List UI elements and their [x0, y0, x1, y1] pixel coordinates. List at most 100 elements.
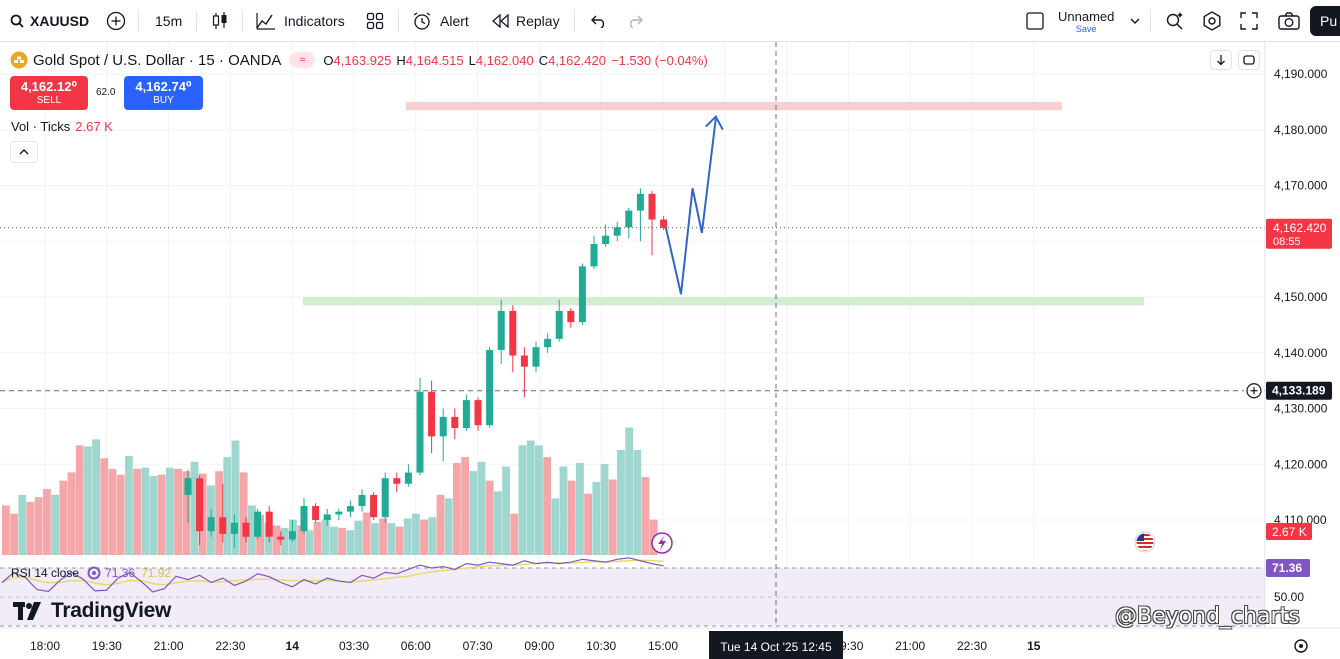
price-axis[interactable]: 4,190.0004,180.0004,170.0004,160.0004,15… [1264, 42, 1340, 628]
rsi-level-label: 50.00 [1274, 590, 1304, 604]
sell-button[interactable]: 4,162.12⁰ SELL [10, 76, 88, 110]
time-tick-label: 15 [1027, 639, 1041, 653]
volume-bar [51, 494, 59, 555]
quick-search-button[interactable] [1164, 0, 1186, 42]
projection-arrowhead [705, 114, 724, 131]
symbol-name: XAUUSD [30, 13, 90, 29]
publish-label: Pu [1320, 13, 1338, 29]
candle-body [625, 210, 633, 228]
symbol-search-button[interactable]: XAUUSD [10, 0, 89, 42]
publish-button[interactable]: Pu [1310, 6, 1340, 36]
fullscreen-icon [1240, 12, 1258, 30]
volume-bar [272, 525, 281, 555]
arrow-down-icon [1216, 54, 1226, 66]
snapshot-button[interactable] [1278, 0, 1300, 42]
templates-button[interactable] [366, 0, 384, 42]
volume-value: 2.67 K [75, 119, 113, 134]
volume-bar [526, 440, 535, 555]
candle-body [312, 506, 320, 520]
toolbar-divider [196, 10, 197, 32]
volume-legend[interactable]: Vol · Ticks 2.67 K [11, 119, 113, 134]
rsi-badge-label: 71.36 [1272, 561, 1302, 575]
candle-body [184, 478, 192, 495]
volume-bar [330, 526, 338, 555]
volume-bar [157, 474, 166, 555]
layout-menu-button[interactable] [1129, 0, 1141, 42]
redo-icon [626, 14, 644, 28]
indicators-button[interactable]: Indicators [256, 0, 345, 42]
candle-body [416, 391, 424, 473]
buy-button[interactable]: 4,162.74⁰ BUY [124, 76, 203, 110]
gear-icon [1202, 11, 1222, 31]
volume-bar [34, 497, 43, 555]
candle-body [509, 310, 517, 356]
volume-bar [18, 494, 27, 555]
watermark-text: @Beyond_charts [1115, 604, 1300, 629]
volume-bar [576, 462, 584, 555]
layout-checkbox[interactable] [1026, 0, 1044, 42]
redo-button[interactable] [626, 0, 644, 42]
toolbar-divider [1150, 10, 1151, 32]
chart-canvas[interactable]: 4,190.0004,180.0004,170.0004,160.0004,15… [0, 42, 1340, 659]
volume-bars [2, 427, 658, 555]
crosshair [0, 42, 1265, 628]
axis-settings-ring [1294, 639, 1308, 653]
volume-bar [592, 481, 601, 555]
candle-body [590, 244, 598, 267]
chevron-up-icon [18, 148, 30, 156]
volume-bar [379, 518, 387, 555]
candle-body [265, 511, 273, 537]
fullscreen-button[interactable] [1240, 0, 1258, 42]
layout-name-button[interactable]: Unnamed Save [1058, 0, 1114, 42]
tradingview-logo-icon [13, 602, 45, 620]
rsi-guide-lines [0, 567, 1265, 627]
volume-bar [264, 523, 273, 555]
candle-body [439, 416, 447, 437]
series-legend: Gold Spot / U.S. Dollar · 15 · OANDA ≈ O… [10, 51, 713, 69]
series-title[interactable]: Gold Spot / U.S. Dollar · 15 · OANDA [33, 51, 282, 69]
volume-bar [567, 480, 576, 555]
market-status-badge[interactable]: ≈ [289, 52, 316, 68]
time-tick-label: 14 [286, 639, 300, 653]
time-tick-label: 22:30 [957, 639, 987, 653]
candle-body [520, 355, 528, 367]
low-label: L [468, 52, 476, 68]
tradingview-logo[interactable]: TradingView [13, 599, 171, 623]
settings-button[interactable] [1202, 0, 1222, 42]
zones [303, 101, 1144, 306]
volume-bar [59, 480, 68, 555]
candle-body [335, 511, 343, 515]
compare-button[interactable] [106, 0, 126, 42]
replay-button[interactable]: Replay [492, 0, 560, 42]
maximize-pane-button[interactable] [1238, 50, 1260, 70]
crosshair-time-badge-bg [709, 631, 843, 659]
collapse-legend-button[interactable] [10, 141, 38, 163]
candle-body [544, 338, 552, 348]
layout-name: Unnamed [1058, 8, 1115, 24]
undo-button[interactable] [590, 0, 608, 42]
scroll-down-button[interactable] [1210, 50, 1232, 70]
price-tick-label: 4,190.000 [1274, 67, 1328, 81]
candle-body [486, 349, 494, 426]
time-tick-label: 15:00 [648, 639, 678, 653]
crosshair-price-label: 4,133.189 [1272, 384, 1326, 398]
alert-button[interactable]: Alert [412, 0, 469, 42]
volume-bar [125, 455, 133, 555]
volume-bar [469, 471, 478, 555]
volume-bar [444, 498, 453, 555]
rsi-settings-icon[interactable] [87, 566, 101, 580]
close-label: C [538, 52, 549, 68]
lightning-icon[interactable] [651, 532, 673, 554]
interval-button[interactable]: 15m [155, 13, 183, 29]
volume-bar [190, 461, 199, 555]
volume-bar [92, 439, 100, 555]
chart-type-button[interactable] [211, 0, 229, 42]
candle-body [358, 494, 366, 507]
open-value: 4,163.925 [333, 52, 392, 68]
volume-bar [174, 468, 182, 555]
time-axis[interactable]: 18:00 19:30 21:00 22:30 14 03:30 06:00 07:30 09:… [0, 627, 1340, 653]
candle-body [242, 522, 250, 537]
rsi-legend[interactable]: RSI 14 close 71.36 71.92 [11, 566, 171, 580]
